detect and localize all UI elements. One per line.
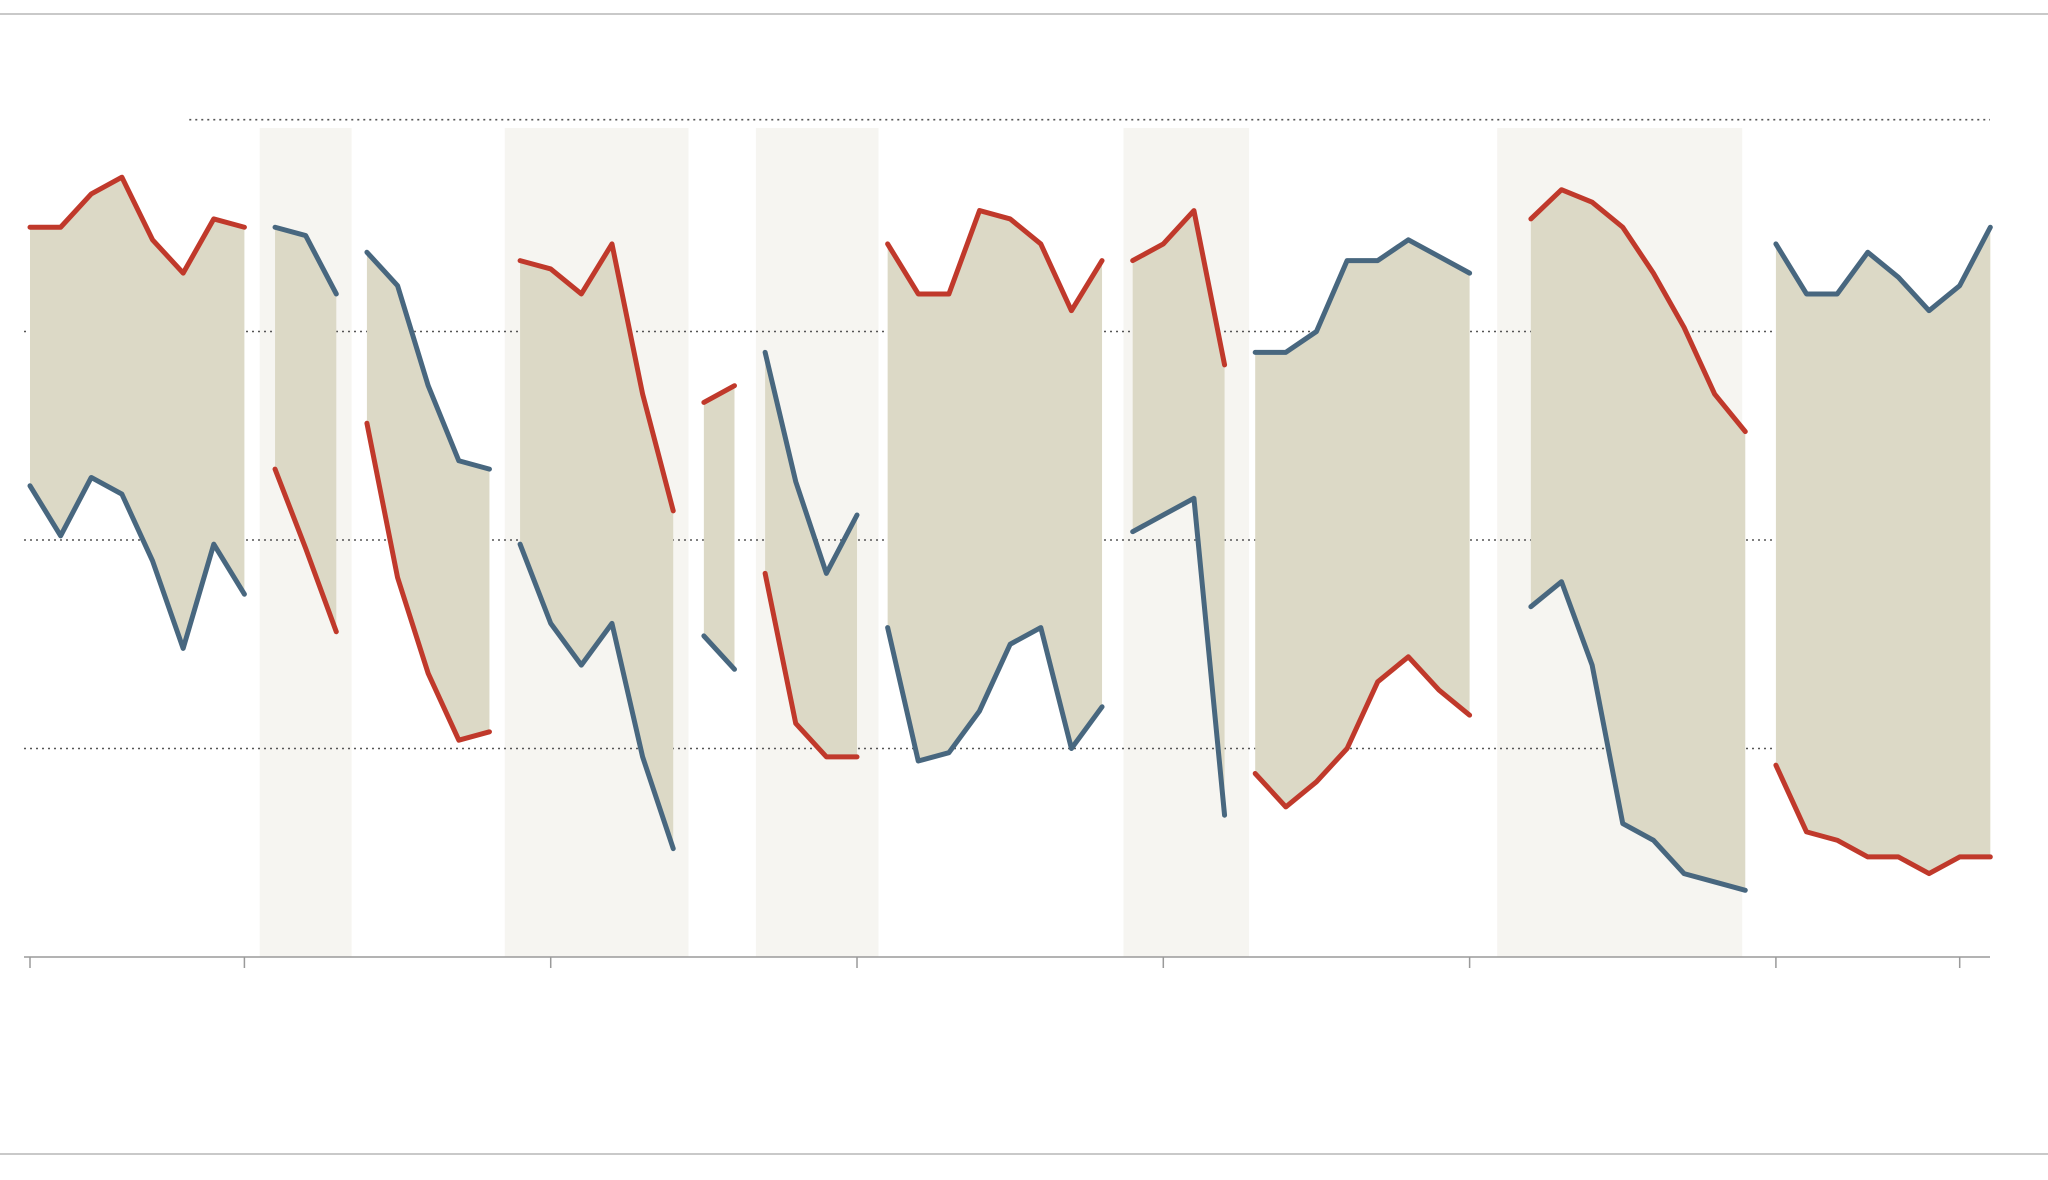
blue-series-line <box>517 541 676 852</box>
gap-area <box>703 385 735 670</box>
red-series-line <box>1252 654 1473 810</box>
gap-area <box>275 227 337 632</box>
blue-series-line <box>1252 237 1473 355</box>
red-series-line <box>885 208 1105 314</box>
blue-series-line <box>885 625 1105 764</box>
red-series-line <box>1773 762 1993 877</box>
red-series-line <box>364 420 492 743</box>
gap-area <box>1530 189 1746 891</box>
blue-series-line <box>1773 224 1993 314</box>
gap-area <box>366 252 490 741</box>
red-series-line <box>1130 208 1228 368</box>
red-series-line <box>762 570 860 760</box>
red-series-line <box>272 466 339 635</box>
gap-area <box>1255 239 1470 807</box>
gap-area <box>520 243 674 849</box>
series-lines <box>27 174 1993 893</box>
blue-series-line <box>364 249 492 472</box>
blue-series-line <box>27 474 247 651</box>
gap-area <box>1132 210 1225 816</box>
x-axis <box>24 956 1990 968</box>
blue-series-line <box>701 633 737 672</box>
blue-series-line <box>1528 579 1748 893</box>
gap-areas <box>30 177 1991 891</box>
blue-series-line <box>272 224 339 297</box>
red-series-line <box>701 383 737 405</box>
red-series-line <box>517 241 676 514</box>
gap-area <box>1775 227 1991 874</box>
red-series-line <box>27 174 247 276</box>
blue-series-line <box>1130 495 1228 818</box>
red-series-line <box>1528 187 1748 435</box>
gap-area <box>887 210 1103 762</box>
blue-series-line <box>762 349 860 576</box>
gap-area <box>30 177 245 649</box>
